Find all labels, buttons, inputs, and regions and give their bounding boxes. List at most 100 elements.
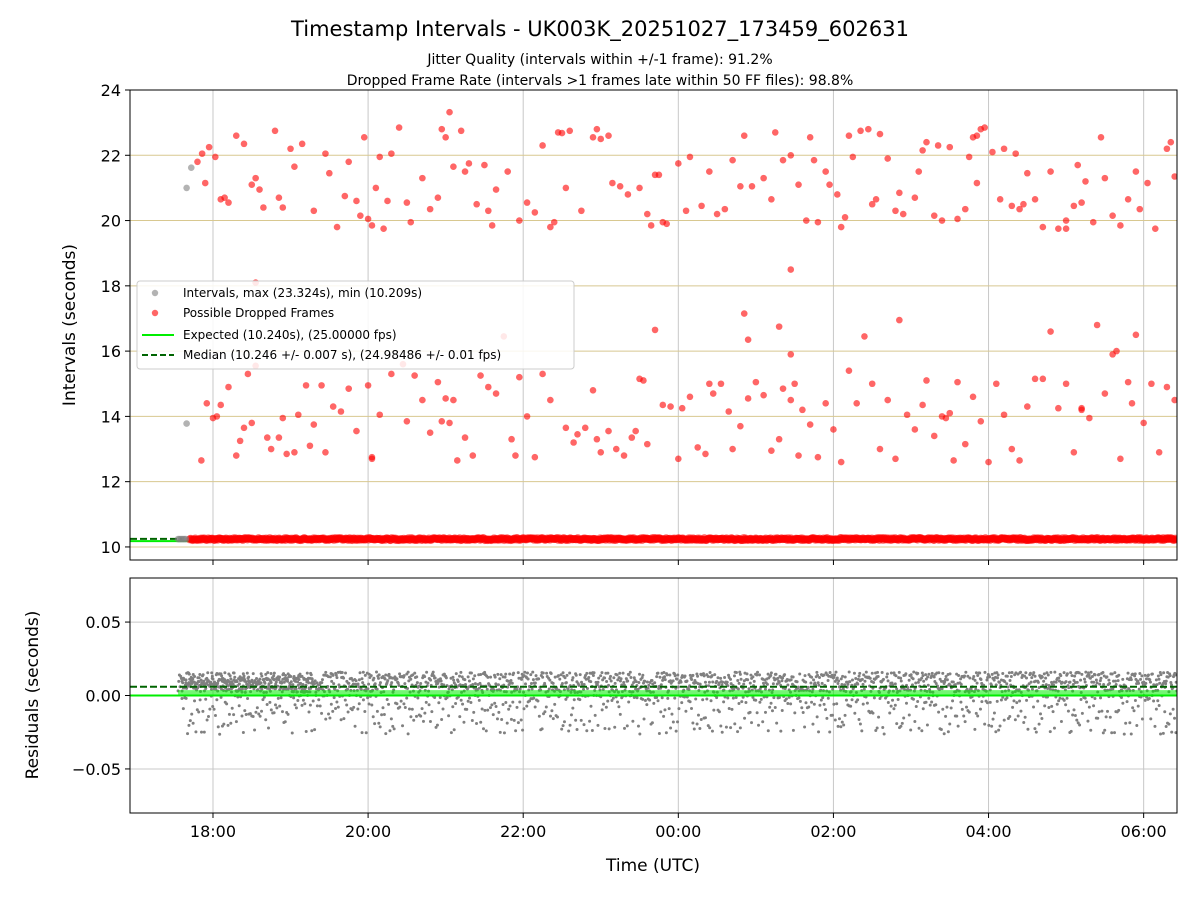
dropped-frame-point-86 [721,205,729,213]
dropped-frame-point-107 [849,153,857,161]
residual-point-1659 [291,683,295,687]
dropped-frame-point-56 [523,199,531,206]
residual-point-530 [525,671,529,675]
residual-point-779 [690,677,694,681]
dropped-frame-point-232 [651,326,659,334]
residual-point-1843 [399,699,403,703]
residual-point-1859 [421,719,425,723]
residual-point-2170 [856,698,860,702]
dropped-frame-point-264 [884,396,892,404]
residual-point-1201 [968,676,972,680]
residual-point-1042 [863,679,867,683]
dropped-frame-point-63 [562,184,570,192]
residual-point-1757 [279,696,283,700]
dropped-frame-point-160 [1171,173,1177,180]
residual-point-1946 [543,710,547,714]
residual-point-211 [315,681,319,685]
dropped-frame-point-83 [698,202,705,210]
residual-point-2307 [1047,706,1051,710]
residual-point-1691 [187,723,191,727]
residual-point-1749 [268,700,272,704]
residual-point-2354 [1112,731,1116,735]
residual-point-1795 [332,696,336,700]
residual-point-735 [661,678,665,682]
residual-point-527 [523,682,527,686]
residual-point-359 [413,671,417,675]
intervals-gray-point-2 [187,164,195,171]
residual-point-2273 [999,698,1003,702]
residual-point-459 [479,672,483,676]
dropped-frame-point-288 [1055,404,1062,412]
residual-point-2287 [1019,709,1023,713]
dropped-frame-point-286 [1039,375,1047,383]
dropped-frame-point-59 [547,223,554,231]
residual-point-1899 [477,698,481,702]
residual-point-2271 [997,728,1001,732]
intervals-band-point-1060 [1172,535,1177,544]
dropped-frame-point-26 [353,197,360,205]
residual-point-71 [223,671,227,675]
chart-subtitle-dropped: Dropped Frame Rate (intervals >1 frames … [347,73,854,89]
residual-point-686 [628,670,632,674]
dropped-frame-point-270 [923,377,930,384]
residual-point-2073 [720,730,724,734]
residual-point-2052 [691,721,695,725]
residual-point-1384 [1088,676,1092,680]
dropped-frame-point-121 [930,212,938,219]
residual-point-2298 [1034,730,1038,734]
dropped-frame-point-269 [919,401,926,409]
residual-point-2376 [1143,698,1147,702]
residual-point-531 [526,677,530,681]
dropped-frame-point-154 [1132,168,1140,175]
residual-point-1505 [1168,674,1172,678]
residual-point-1822 [370,703,374,707]
residual-point-2367 [1131,706,1135,710]
residual-point-2335 [1086,719,1090,723]
dropped-frame-point-261 [861,333,868,340]
residual-point-1179 [953,683,957,687]
dropped-frame-point-158 [1163,145,1171,153]
residual-point-1653 [286,687,290,691]
dropped-frame-point-7 [225,199,232,206]
residual-point-804 [706,675,710,679]
residual-point-1786 [320,711,324,715]
dropped-frame-point-216 [539,370,546,378]
residual-point-1364 [1075,680,1079,684]
residual-point-1824 [373,722,377,726]
residual-point-695 [634,680,638,684]
residual-point-1917 [502,731,506,735]
residual-point-554 [541,671,545,675]
residual-point-807 [708,671,712,675]
residual-point-2084 [736,730,740,734]
dropped-frame-point-278 [977,417,985,425]
dropped-frame-point-10 [248,181,256,188]
residual-point-2003 [622,726,626,730]
residual-point-1797 [335,700,339,704]
dropped-frame-point-68 [597,135,605,143]
residual-point-1984 [596,723,600,727]
residual-point-1740 [255,706,259,710]
dropped-frame-point-273 [942,414,950,422]
residual-point-521 [520,677,524,681]
dropped-frame-point-265 [892,455,899,463]
residual-point-379 [426,681,430,685]
residual-point-1908 [490,703,494,707]
residual-point-1484 [1154,678,1158,682]
residual-point-257 [346,687,350,691]
residual-point-1914 [498,730,502,734]
dropped-frame-point-162 [1012,150,1019,157]
residual-point-1708 [211,704,215,708]
residual-point-2148 [825,716,829,720]
dropped-frame-point-28 [360,134,368,141]
residual-point-276 [358,671,362,675]
residual-point-2111 [773,705,777,709]
dropped-frame-point-174 [248,419,256,427]
residual-point-891 [763,687,767,691]
residuals-ytick-label-0: 0.05 [85,613,121,632]
residual-point-1628 [267,683,271,687]
residual-point-1513 [1173,673,1177,677]
residual-point-1187 [959,677,963,681]
residual-point-1890 [465,707,469,711]
residual-point-1739 [254,710,258,714]
residual-point-1902 [481,727,485,731]
